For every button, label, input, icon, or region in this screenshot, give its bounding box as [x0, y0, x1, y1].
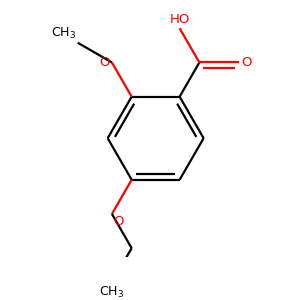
Text: CH$_3$: CH$_3$: [51, 26, 76, 41]
Text: O: O: [241, 56, 252, 69]
Text: O: O: [113, 215, 124, 228]
Text: HO: HO: [169, 13, 190, 26]
Text: CH$_3$: CH$_3$: [99, 285, 124, 300]
Text: O: O: [100, 56, 110, 69]
